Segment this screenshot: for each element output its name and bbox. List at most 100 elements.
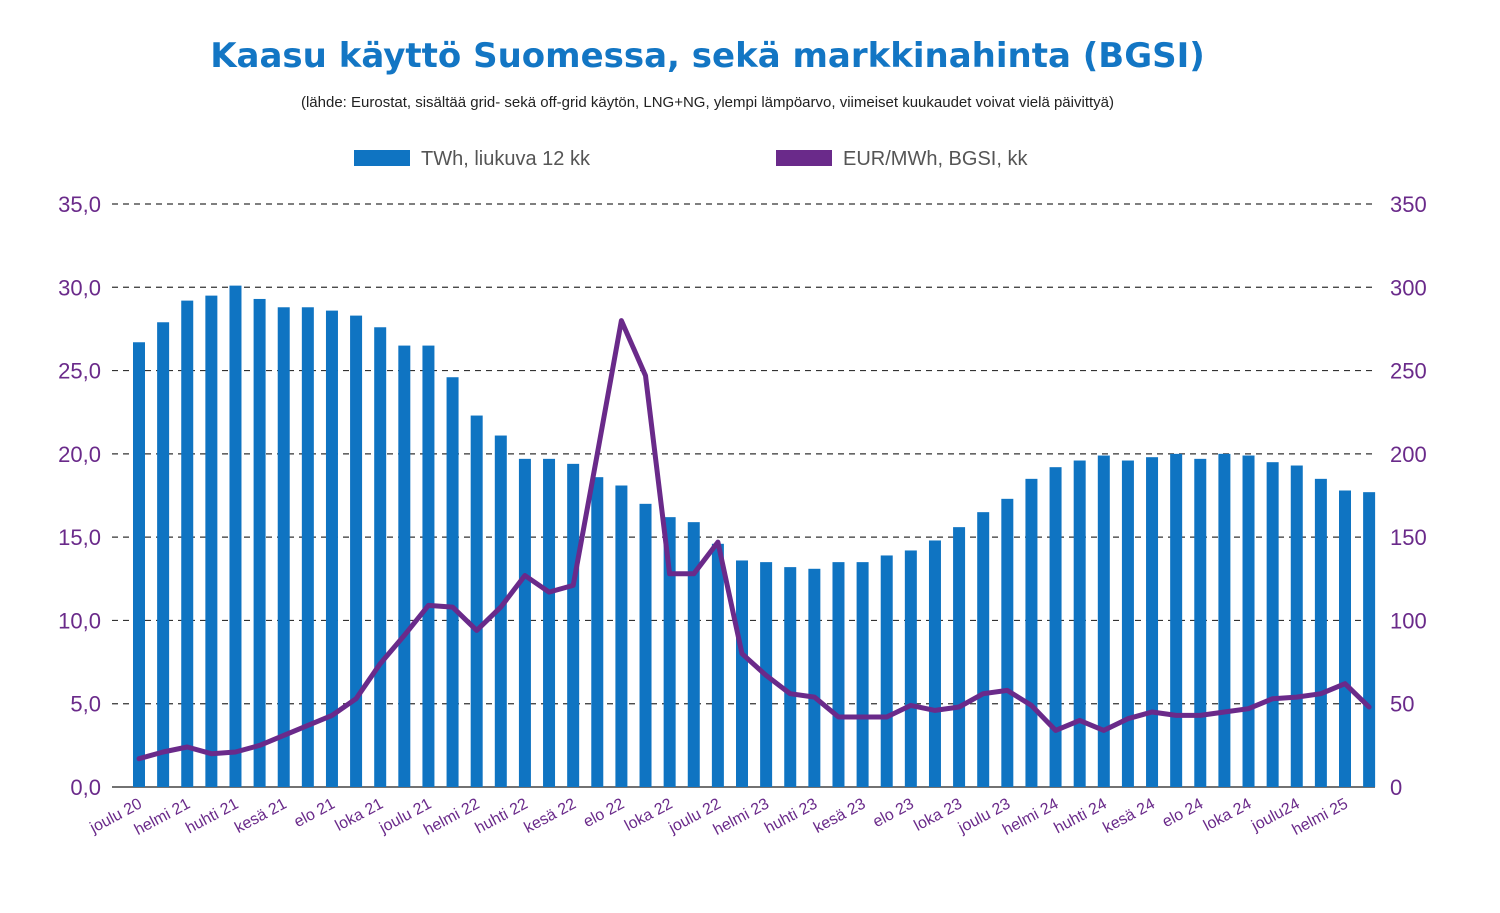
x-tick-label: loka 23 — [911, 795, 965, 834]
bar — [856, 562, 869, 787]
bar — [205, 295, 218, 787]
bar — [832, 562, 845, 787]
chart-title: Kaasu käyttö Suomessa, sekä markkinahint… — [210, 36, 1205, 76]
bar — [1146, 457, 1159, 787]
bar — [277, 307, 290, 787]
left-tick-label: 10,0 — [58, 608, 101, 633]
chart-subtitle: (lähde: Eurostat, sisältää grid- sekä of… — [300, 94, 1114, 111]
bar — [133, 342, 145, 787]
x-tick-label: huhti 24 — [1051, 795, 1109, 837]
bar — [1363, 492, 1376, 787]
price-line — [136, 318, 1372, 762]
bar — [1242, 455, 1255, 787]
bar — [1049, 467, 1062, 787]
right-tick-label: 150 — [1390, 525, 1427, 550]
bar — [615, 485, 628, 787]
left-tick-label: 15,0 — [58, 525, 101, 550]
bar — [880, 555, 893, 787]
x-tick-label: helmi 23 — [711, 795, 772, 838]
bar — [181, 300, 194, 787]
right-tick-label: 50 — [1390, 692, 1414, 717]
right-tick-label: 100 — [1390, 608, 1427, 633]
bar — [494, 435, 507, 787]
bar — [663, 517, 676, 787]
right-tick-label: 300 — [1390, 275, 1427, 300]
bar — [374, 327, 387, 787]
left-tick-label: 0,0 — [70, 775, 101, 800]
legend: TWh, liukuva 12 kk EUR/MWh, BGSI, kk — [354, 148, 1028, 170]
x-tick-label: elo 21 — [291, 795, 338, 831]
bar — [1001, 498, 1014, 787]
bar — [1290, 465, 1303, 787]
x-tick-label: elo 24 — [1160, 795, 1207, 831]
bar — [1339, 490, 1351, 787]
x-tick-label: kesä 23 — [811, 795, 869, 836]
x-tick-label: kesä 22 — [522, 795, 580, 836]
bar — [422, 345, 435, 787]
left-tick-label: 5,0 — [70, 692, 101, 717]
bar — [1121, 460, 1134, 787]
legend-bar-label: TWh, liukuva 12 kk — [421, 148, 591, 170]
bar — [977, 512, 990, 787]
legend-line-label: EUR/MWh, BGSI, kk — [843, 148, 1028, 170]
bar — [687, 522, 700, 787]
bar — [350, 315, 363, 787]
bar — [253, 298, 266, 787]
bar — [639, 503, 652, 787]
bar — [470, 415, 483, 787]
bar — [1218, 453, 1231, 787]
bar — [1097, 455, 1110, 787]
bar — [398, 345, 411, 787]
bar-series — [133, 285, 1376, 787]
x-tick-label: huhti 23 — [762, 795, 820, 837]
bar — [1170, 453, 1183, 787]
bar — [1025, 478, 1038, 787]
bar — [1194, 458, 1207, 787]
right-tick-label: 350 — [1390, 192, 1427, 217]
bar — [736, 560, 748, 787]
x-tick-label: elo 22 — [581, 795, 628, 831]
line-series — [136, 318, 1372, 762]
bar — [518, 458, 531, 787]
bar — [953, 527, 966, 787]
bar — [1073, 460, 1086, 787]
right-tick-label: 0 — [1390, 775, 1402, 800]
right-y-axis: 0 50 100 150 200 250 300 350 — [1390, 192, 1427, 800]
x-tick-label: helmi 22 — [421, 795, 482, 838]
x-tick-label: helmi 25 — [1289, 795, 1350, 838]
x-tick-label: huhti 21 — [183, 795, 241, 837]
bar — [567, 463, 580, 787]
bar — [325, 310, 338, 787]
bar — [928, 540, 941, 787]
bar — [808, 568, 821, 787]
legend-line-swatch — [776, 150, 832, 166]
x-tick-label: kesä 24 — [1100, 795, 1158, 836]
bar — [711, 543, 724, 787]
right-tick-label: 200 — [1390, 442, 1427, 467]
bar — [904, 550, 917, 787]
left-tick-label: 20,0 — [58, 442, 101, 467]
left-tick-label: 30,0 — [58, 275, 101, 300]
x-tick-label: loka 22 — [622, 795, 676, 834]
left-y-axis: 0,0 5,0 10,0 15,0 20,0 25,0 30,0 35,0 — [58, 192, 101, 800]
right-tick-label: 250 — [1390, 359, 1427, 384]
x-tick-label: kesä 21 — [232, 795, 290, 836]
bar — [301, 307, 314, 787]
left-tick-label: 35,0 — [58, 192, 101, 217]
x-tick-label: loka 21 — [333, 795, 387, 834]
bar — [446, 377, 459, 787]
bar — [784, 567, 797, 787]
bar — [229, 285, 242, 787]
bar — [543, 458, 556, 787]
x-tick-label: loka 24 — [1201, 795, 1255, 834]
x-tick-label: helmi 24 — [1000, 795, 1061, 838]
x-tick-label: huhti 22 — [473, 795, 531, 837]
bar — [1314, 478, 1327, 787]
bar — [157, 322, 170, 787]
left-tick-label: 25,0 — [58, 359, 101, 384]
x-tick-label: elo 23 — [870, 795, 917, 831]
bar — [591, 477, 604, 787]
bar — [1266, 462, 1279, 787]
